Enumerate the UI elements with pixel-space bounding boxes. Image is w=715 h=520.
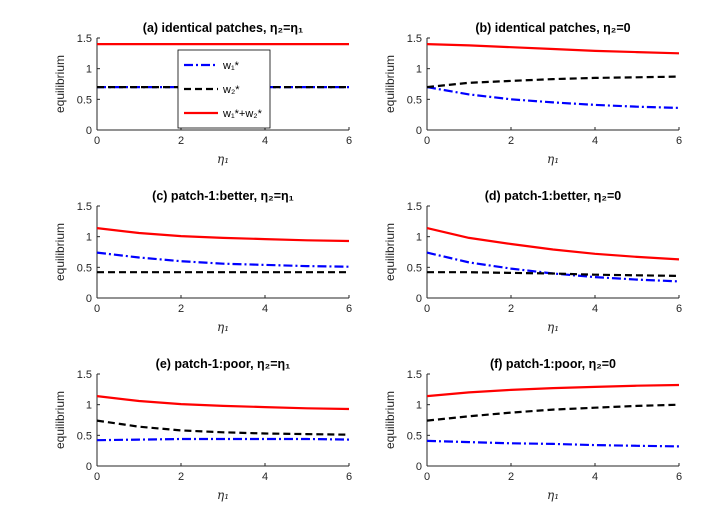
x-axis-label: η₁: [217, 488, 229, 502]
y-tick-label: 0: [416, 125, 422, 137]
x-tick-label: 6: [676, 135, 682, 147]
y-axis-label: equilibrium: [383, 223, 397, 281]
x-tick-label: 6: [346, 471, 352, 483]
y-tick-label: 0: [86, 293, 92, 305]
x-tick-label: 4: [592, 135, 598, 147]
legend-w1-label: w₁*: [222, 60, 240, 72]
series-sum-line: [426, 227, 680, 261]
y-tick-label: 1: [416, 400, 422, 412]
series-w2-line: [96, 419, 350, 436]
x-tick-label: 2: [508, 471, 514, 483]
series-sum-line: [426, 43, 680, 55]
y-tick-label: 0.5: [407, 94, 422, 106]
y-tick-label: 1.5: [77, 33, 92, 45]
x-tick-label: 2: [178, 303, 184, 315]
subplot-b: 0 2 4 6 0 0.5 1 1.5 (b) identical patches, η₂=0 e…: [383, 21, 682, 166]
subplot-title: (d) patch-1:better, η₂=0: [485, 189, 622, 203]
series-w1-line: [96, 437, 350, 442]
series-w2-line: [426, 403, 680, 422]
x-tick-label: 6: [346, 135, 352, 147]
y-axis-label: equilibrium: [383, 391, 397, 449]
legend-box: [177, 49, 271, 129]
subplot-c: 0 2 4 6 0 0.5 1 1.5 (c) patch-1:better, η₂=η₁ equ…: [53, 189, 352, 334]
y-tick-label: 0: [86, 125, 92, 137]
y-tick-label: 0.5: [77, 430, 92, 442]
y-tick-label: 1: [416, 232, 422, 244]
x-tick-label: 0: [424, 135, 430, 147]
y-axis-label: equilibrium: [53, 223, 67, 281]
subplot-title: (f) patch-1:poor, η₂=0: [490, 357, 616, 371]
y-axis-label: equilibrium: [53, 55, 67, 113]
series-w1-line: [426, 439, 680, 448]
y-tick-label: 1.5: [407, 33, 422, 45]
x-axis-label: η₁: [547, 320, 559, 334]
x-tick-label: 0: [424, 471, 430, 483]
subplot-title: (c) patch-1:better, η₂=η₁: [152, 189, 294, 203]
x-tick-label: 6: [676, 471, 682, 483]
series-sum-line: [96, 395, 350, 411]
series-w2-line: [426, 75, 680, 89]
legend-w2-label: w₂*: [222, 84, 240, 96]
y-axis-label: equilibrium: [53, 391, 67, 449]
x-tick-label: 2: [178, 135, 184, 147]
y-tick-label: 1.5: [407, 369, 422, 381]
series-w1-line: [96, 251, 350, 268]
subplot-title: (a) identical patches, η₂=η₁: [143, 21, 303, 35]
y-tick-label: 0.5: [407, 430, 422, 442]
series-w1-line: [426, 86, 680, 109]
subplot-f: 0 2 4 6 0 0.5 1 1.5 (f) patch-1:poor, η₂=0 equili…: [383, 357, 682, 502]
x-axis-label: η₁: [547, 152, 559, 166]
y-tick-label: 1.5: [77, 369, 92, 381]
y-tick-label: 0.5: [77, 94, 92, 106]
y-tick-label: 0: [416, 293, 422, 305]
subplot-d: 0 2 4 6 0 0.5 1 1.5 (d) patch-1:better, η₂=0 equi…: [383, 189, 682, 334]
x-tick-label: 4: [262, 471, 268, 483]
series-w2-line: [427, 271, 680, 277]
y-tick-label: 1: [86, 400, 92, 412]
x-axis-label: η₁: [217, 152, 229, 166]
subplot-title: (e) patch-1:poor, η₂=η₁: [156, 357, 291, 371]
y-axis-label: equilibrium: [383, 55, 397, 113]
subplot-a: 0 2 4 6 0 0.5 1 1.5 (a) identical patches, η₂=η₁…: [53, 21, 352, 166]
series-sum-line: [426, 383, 680, 398]
x-tick-label: 4: [262, 303, 268, 315]
legend-sum-label: w₁*+w₂*: [222, 108, 263, 120]
y-tick-label: 0: [416, 461, 422, 473]
x-tick-label: 2: [508, 303, 514, 315]
y-tick-label: 0.5: [77, 262, 92, 274]
y-tick-label: 1: [86, 232, 92, 244]
x-tick-label: 4: [592, 303, 598, 315]
x-tick-label: 0: [94, 135, 100, 147]
x-tick-label: 4: [592, 471, 598, 483]
y-tick-label: 0: [86, 461, 92, 473]
x-axis-label: η₁: [547, 488, 559, 502]
x-tick-label: 2: [178, 471, 184, 483]
y-tick-label: 1: [416, 64, 422, 76]
x-tick-label: 0: [94, 471, 100, 483]
x-tick-label: 4: [262, 135, 268, 147]
y-tick-label: 1: [86, 64, 92, 76]
y-tick-label: 1.5: [77, 201, 92, 213]
x-tick-label: 0: [94, 303, 100, 315]
y-tick-label: 1.5: [407, 201, 422, 213]
subplot-title: (b) identical patches, η₂=0: [475, 21, 630, 35]
y-tick-label: 0.5: [407, 262, 422, 274]
subplot-e: 0 2 4 6 0 0.5 1 1.5 (e) patch-1:poor, η₂=η₁ equil…: [53, 357, 352, 502]
x-axis-label: η₁: [217, 320, 229, 334]
x-tick-label: 2: [508, 135, 514, 147]
x-tick-label: 6: [346, 303, 352, 315]
x-tick-label: 0: [424, 303, 430, 315]
x-tick-label: 6: [676, 303, 682, 315]
legend: w₁* w₂* w₁*+w₂*: [177, 49, 271, 129]
series-sum-line: [96, 227, 350, 243]
